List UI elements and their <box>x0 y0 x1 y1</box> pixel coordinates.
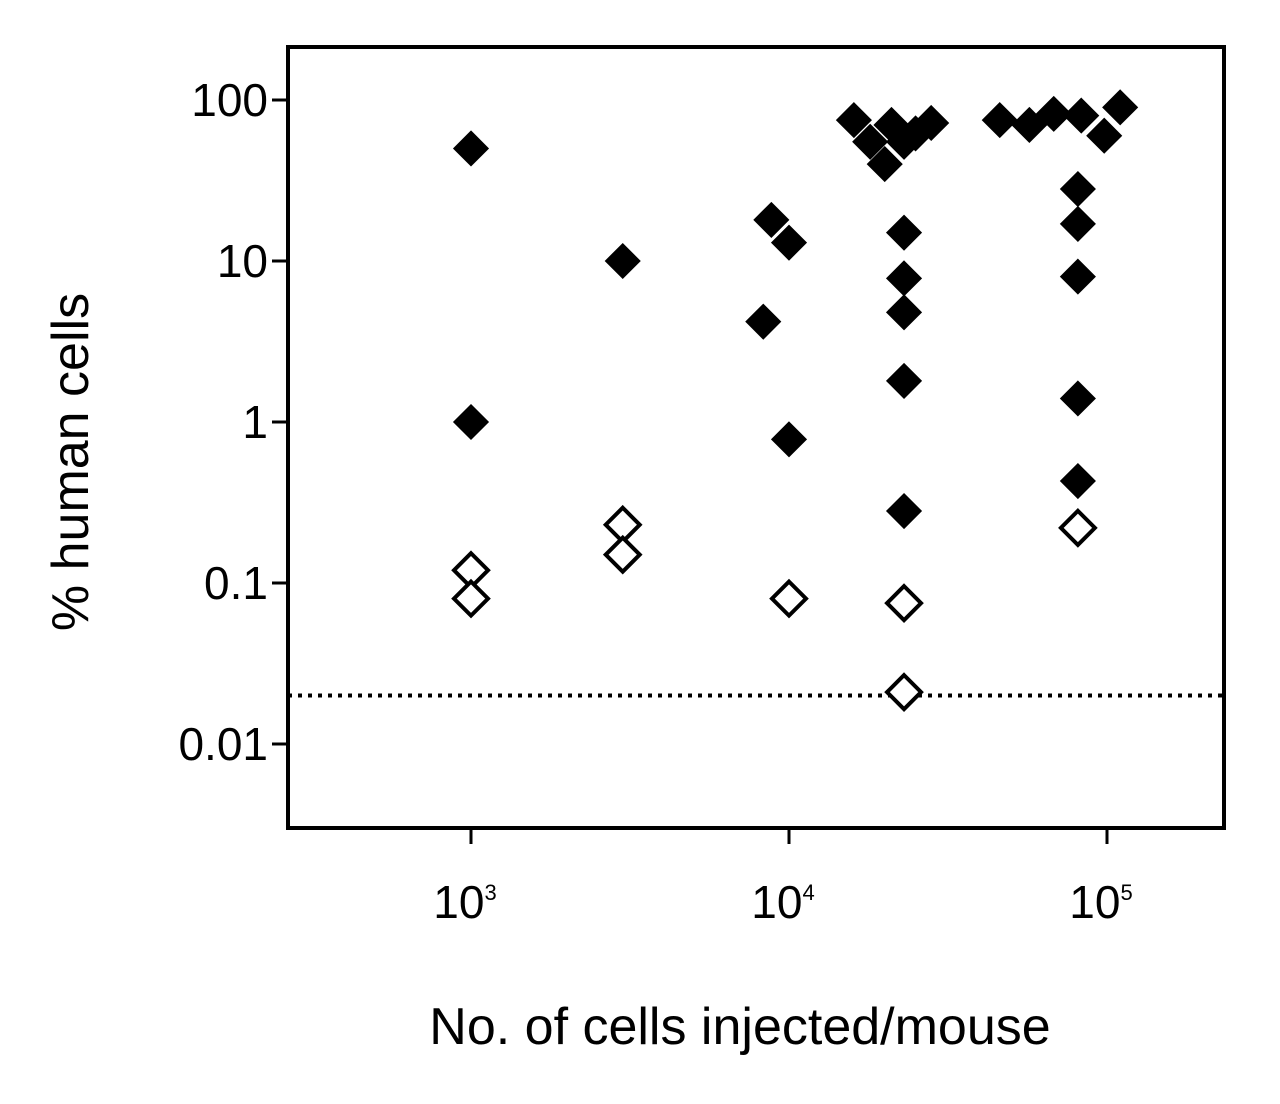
y-tick-label: 0.1 <box>204 557 268 609</box>
filled-diamond-point <box>885 492 923 530</box>
x-tick-base: 10 <box>433 876 484 928</box>
x-axis-ticks: 103 104 105 <box>433 828 1133 928</box>
x-tick-base: 10 <box>751 876 802 928</box>
open-diamond-point <box>769 578 809 619</box>
x-tick-label: 105 <box>1069 876 1132 928</box>
filled-diamond-point <box>866 146 903 183</box>
filled-diamond-point <box>1063 97 1100 134</box>
filled-diamond-point <box>770 224 808 261</box>
x-tick-base: 10 <box>1069 876 1120 928</box>
filled-diamond-point <box>753 201 790 238</box>
x-tick-exponent: 4 <box>802 880 814 905</box>
x-axis-title: No. of cells injected/mouse <box>429 998 1050 1056</box>
open-diamond-point <box>884 583 924 623</box>
filled-diamond-point <box>1059 462 1096 500</box>
filled-diamond-point <box>452 403 490 441</box>
y-tick-label: 10 <box>217 235 268 287</box>
plot-frame <box>286 45 1226 830</box>
filled-diamond-point <box>604 242 641 280</box>
filled-diamond-point <box>885 214 923 251</box>
y-tick-label: 0.01 <box>178 718 268 770</box>
filled-diamond-point <box>1059 380 1096 417</box>
filled-diamond-point <box>885 260 923 297</box>
x-tick-label: 104 <box>751 876 814 928</box>
filled-diamond-point <box>1059 205 1096 242</box>
open-diamond-point <box>1058 508 1098 548</box>
filled-diamond-point <box>1086 117 1123 154</box>
open-diamond-point <box>602 534 643 575</box>
open-diamond-point <box>884 672 924 712</box>
filled-diamond-point <box>885 294 923 331</box>
filled-diamond-point <box>913 104 950 142</box>
plot-border <box>286 45 1226 830</box>
filled-diamond-point <box>1011 106 1048 143</box>
y-tick-label: 1 <box>242 396 268 448</box>
y-axis-title: % human cells <box>42 293 100 631</box>
y-axis-ticks: 100 10 1 0.1 0.01 <box>178 74 288 770</box>
x-tick-exponent: 5 <box>1120 880 1132 905</box>
filled-diamond-point <box>981 102 1018 139</box>
x-tick-exponent: 3 <box>484 880 496 905</box>
x-tick-label: 103 <box>433 876 496 928</box>
filled-diamond-point <box>770 421 808 458</box>
y-tick-label: 100 <box>191 74 268 126</box>
filled-diamond-point <box>885 362 923 399</box>
filled-diamond-point <box>1059 258 1096 295</box>
filled-diamond-point <box>1035 95 1072 132</box>
data-markers <box>451 89 1139 712</box>
filled-diamond-point <box>835 102 872 139</box>
open-diamond-point <box>451 578 491 619</box>
filled-diamond-point <box>452 130 490 167</box>
filled-diamond-point <box>1059 170 1096 208</box>
filled-diamond-point <box>1102 89 1139 126</box>
filled-diamond-point <box>852 123 889 160</box>
filled-diamond-point <box>745 303 782 340</box>
